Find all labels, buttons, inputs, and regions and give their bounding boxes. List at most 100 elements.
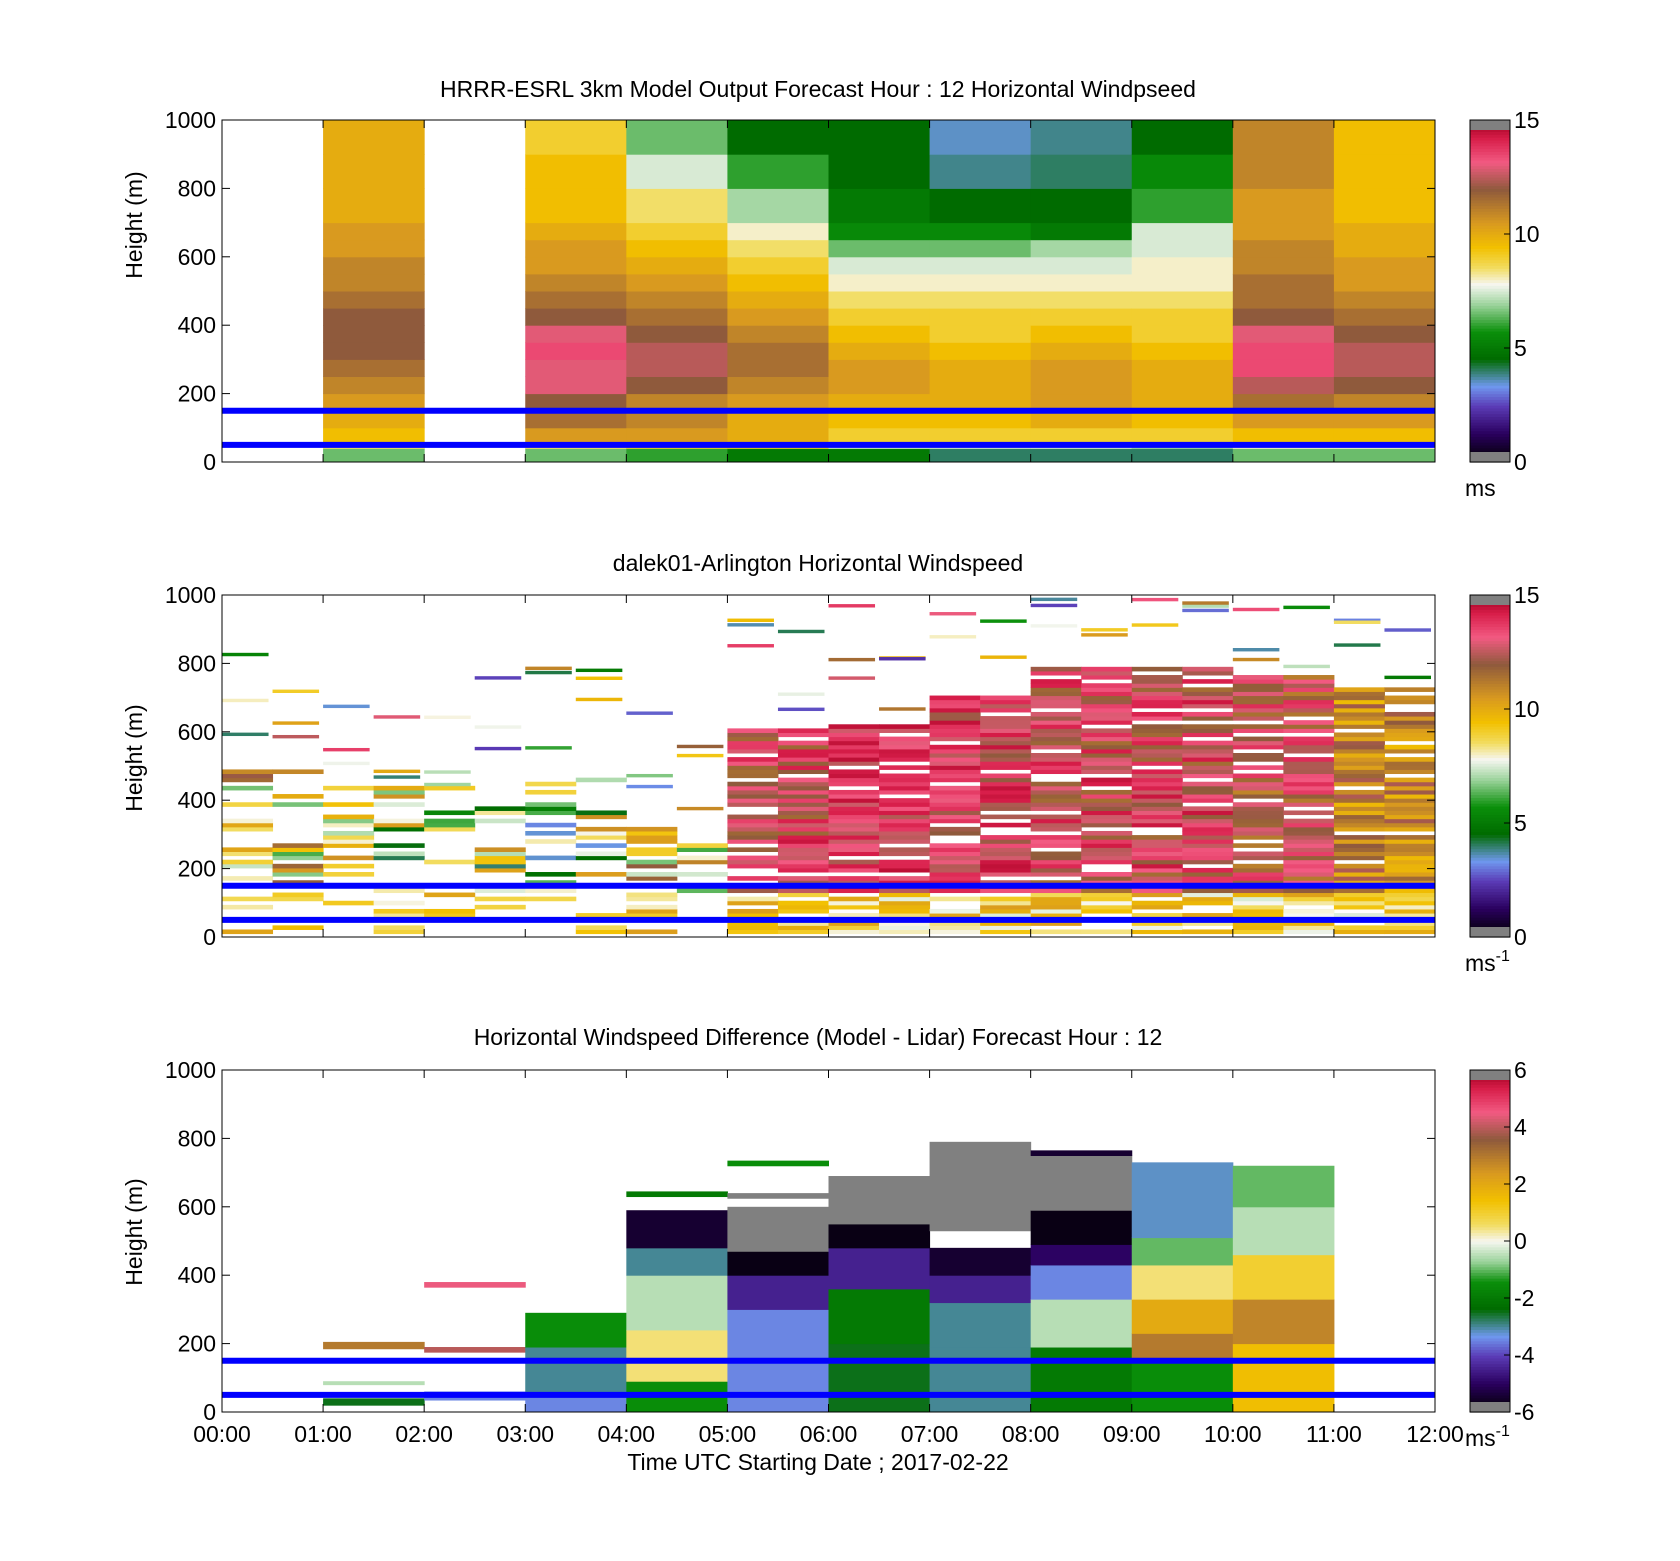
lidar-cell bbox=[1131, 757, 1183, 762]
colorbar-swatch bbox=[1470, 231, 1510, 235]
lidar-cell bbox=[1182, 896, 1234, 902]
lidar-cell bbox=[980, 900, 1032, 906]
lidar-cell bbox=[1030, 785, 1082, 791]
model-cell bbox=[1232, 393, 1335, 412]
difference-cell bbox=[727, 1193, 829, 1199]
lidar-cell bbox=[980, 835, 1032, 840]
lidar-cell bbox=[1384, 802, 1436, 807]
lidar-cell bbox=[1232, 657, 1280, 662]
lidar-cell bbox=[777, 798, 829, 803]
lidar-cell bbox=[1182, 806, 1234, 811]
lidar-cell bbox=[929, 716, 981, 721]
model-cell bbox=[525, 448, 627, 463]
lidar-cell bbox=[727, 863, 779, 869]
lidar-cell bbox=[1030, 724, 1082, 729]
lidar-cell bbox=[474, 810, 526, 816]
difference-cell bbox=[626, 1247, 728, 1276]
model-cell bbox=[1232, 291, 1335, 309]
colorbar-tick-label: 4 bbox=[1514, 1114, 1527, 1140]
lidar-cell bbox=[1182, 900, 1234, 906]
lidar-cell bbox=[980, 822, 1032, 828]
lidar-cell bbox=[1333, 687, 1385, 692]
model-cell bbox=[1232, 325, 1335, 343]
model-cell bbox=[1232, 256, 1335, 275]
model-cell bbox=[1333, 427, 1436, 442]
lidar-cell bbox=[1081, 691, 1133, 697]
colorbar-swatch bbox=[1470, 837, 1510, 841]
lidar-cell bbox=[373, 913, 425, 918]
difference-cell bbox=[929, 1247, 1032, 1276]
colorbar-swatch bbox=[1470, 1135, 1510, 1139]
lidar-cell bbox=[1182, 876, 1234, 881]
model-cell bbox=[1232, 342, 1335, 360]
model-cell bbox=[1333, 222, 1436, 241]
lidar-cell bbox=[1081, 732, 1133, 738]
lidar-cell bbox=[222, 904, 274, 910]
model-cell bbox=[626, 410, 728, 429]
lidar-cell bbox=[1384, 695, 1436, 701]
colorbar-swatch bbox=[1470, 211, 1510, 215]
panel-lidar-plot bbox=[221, 594, 1436, 938]
lidar-cell bbox=[323, 761, 370, 766]
model-cell bbox=[1232, 239, 1335, 258]
lidar-cell bbox=[980, 777, 1032, 783]
lidar-cell bbox=[777, 732, 829, 738]
lidar-cell bbox=[929, 880, 981, 885]
lidar-cell bbox=[1232, 647, 1280, 652]
colorbar-swatch bbox=[1470, 842, 1510, 847]
lidar-cell bbox=[980, 781, 1032, 787]
colorbar-swatch bbox=[1470, 803, 1510, 807]
difference-cell bbox=[323, 1398, 425, 1406]
model-cell bbox=[727, 325, 829, 343]
lidar-cell bbox=[1333, 691, 1385, 697]
lidar-cell bbox=[727, 773, 779, 779]
colorbar-swatch bbox=[1470, 845, 1510, 850]
colorbar-swatch bbox=[1470, 268, 1510, 272]
lidar-cell bbox=[1384, 925, 1436, 930]
lidar-cell bbox=[980, 753, 1032, 758]
lidar-cell bbox=[1232, 818, 1284, 824]
colorbar-swatch bbox=[1470, 208, 1510, 212]
lidar-cell bbox=[1384, 872, 1436, 877]
lidar-cell bbox=[1131, 802, 1183, 807]
lidar-cell bbox=[879, 802, 931, 807]
model-cell bbox=[1131, 325, 1234, 343]
lidar-cell bbox=[1333, 777, 1385, 783]
colorbar-swatch bbox=[1470, 405, 1510, 409]
lidar-cell bbox=[1333, 835, 1385, 840]
lidar-cell bbox=[1081, 781, 1133, 787]
model-cell bbox=[525, 393, 627, 412]
lidar-cell bbox=[727, 769, 779, 775]
lidar-cell bbox=[879, 867, 931, 873]
lidar-cell bbox=[777, 814, 829, 820]
lidar-cell bbox=[1283, 802, 1335, 807]
lidar-cell bbox=[879, 753, 931, 758]
lidar-cell bbox=[777, 843, 829, 848]
colorbar-swatch bbox=[1470, 768, 1510, 773]
panel-model: HRRR-ESRL 3km Model Output Forecast Hour… bbox=[121, 76, 1540, 501]
colorbar-swatch bbox=[1470, 734, 1510, 739]
lidar-cell bbox=[1333, 929, 1385, 935]
lidar-cell bbox=[828, 925, 880, 930]
lidar-cell bbox=[474, 867, 526, 873]
lidar-cell bbox=[777, 748, 829, 754]
colorbar-swatch bbox=[1470, 1109, 1510, 1114]
colorbar-swatch bbox=[1470, 1249, 1510, 1253]
lidar-cell bbox=[323, 900, 375, 906]
model-cell bbox=[828, 256, 931, 275]
lidar-cell bbox=[777, 929, 829, 935]
colorbar-swatch bbox=[1470, 697, 1510, 702]
colorbar-swatch bbox=[1470, 825, 1510, 830]
colorbar-swatch bbox=[1470, 285, 1510, 289]
lidar-cell bbox=[980, 880, 1032, 885]
lidar-cell bbox=[1283, 851, 1335, 857]
colorbar-swatch bbox=[1470, 330, 1510, 335]
model-cell bbox=[929, 376, 1032, 395]
difference-cell bbox=[1030, 1244, 1133, 1266]
lidar-cell bbox=[828, 736, 880, 742]
lidar-cell bbox=[929, 806, 981, 811]
lidar-cell bbox=[828, 822, 880, 828]
model-cell bbox=[1131, 359, 1234, 377]
colorbar-swatch bbox=[1470, 914, 1510, 918]
colorbar-tick-label: -2 bbox=[1514, 1285, 1534, 1311]
